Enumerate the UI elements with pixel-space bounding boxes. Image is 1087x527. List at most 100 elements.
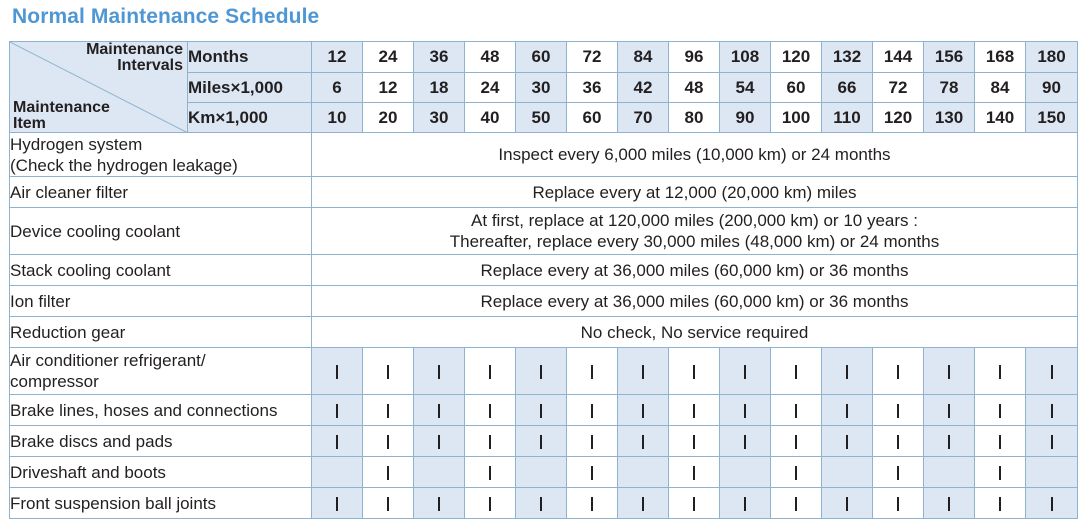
interval-unit-label: Miles×1,000 bbox=[187, 72, 312, 103]
table-row: Driveshaft and boots bbox=[9, 456, 1078, 488]
label-line: Hydrogen system bbox=[10, 134, 143, 154]
label-line: (Check the hydrogen leakage) bbox=[10, 155, 238, 175]
intervals-label-line: Intervals bbox=[117, 57, 183, 74]
inspect-mark bbox=[387, 465, 389, 480]
interval-value: 150 bbox=[1025, 102, 1078, 133]
table-row: Brake lines, hoses and connections bbox=[9, 394, 1078, 426]
label-line: Brake lines, hoses and connections bbox=[10, 400, 278, 420]
maintenance-instruction: Replace every at 12,000 (20,000 km) mile… bbox=[311, 176, 1078, 208]
inspect-mark bbox=[846, 496, 848, 511]
inspect-mark bbox=[948, 434, 950, 449]
diagonal-divider bbox=[10, 42, 187, 132]
inspect-mark bbox=[795, 434, 797, 449]
inspect-mark bbox=[897, 403, 899, 418]
inspect-mark-cell bbox=[974, 425, 1026, 457]
inspect-mark bbox=[591, 403, 593, 418]
interval-value: 120 bbox=[770, 41, 822, 73]
inspect-mark-cell bbox=[668, 456, 720, 488]
table-row: Hydrogen system (Check the hydrogen leaka… bbox=[9, 132, 1078, 177]
intervals-label: Maintenance Intervals bbox=[86, 41, 183, 75]
interval-value: 30 bbox=[413, 102, 465, 133]
inspect-mark bbox=[693, 403, 695, 418]
maintenance-instruction: No check, No service required bbox=[311, 316, 1078, 348]
inspect-mark-cell bbox=[872, 347, 924, 395]
maintenance-item-label: Driveshaft and boots bbox=[9, 456, 312, 488]
inspect-mark-cell bbox=[362, 425, 414, 457]
intervals-label-line: Maintenance bbox=[86, 41, 183, 58]
inspect-mark bbox=[999, 364, 1001, 379]
interval-unit-label: Km×1,000 bbox=[187, 102, 312, 133]
inspect-mark-cell bbox=[362, 456, 414, 488]
inspect-mark bbox=[336, 496, 338, 511]
inspect-mark bbox=[438, 434, 440, 449]
interval-value: 24 bbox=[362, 41, 414, 73]
empty-cell bbox=[413, 456, 465, 488]
instruction-line: Replace every at 36,000 miles (60,000 km… bbox=[480, 260, 909, 280]
inspect-mark-cell bbox=[719, 487, 771, 519]
inspect-mark-cell bbox=[566, 456, 618, 488]
interval-value: 48 bbox=[464, 41, 516, 73]
maintenance-item-label: Ion filter bbox=[9, 285, 312, 317]
inspect-mark bbox=[642, 434, 644, 449]
inspect-mark-cell bbox=[923, 347, 975, 395]
table-row: Stack cooling coolant Replace every at 36… bbox=[9, 254, 1078, 286]
inspect-mark-cell bbox=[515, 425, 567, 457]
interval-value: 90 bbox=[1025, 72, 1078, 103]
inspect-mark-cell bbox=[413, 425, 465, 457]
inspect-mark-cell bbox=[362, 394, 414, 426]
inspect-mark-cell bbox=[923, 394, 975, 426]
inspect-mark bbox=[336, 434, 338, 449]
inspect-mark bbox=[744, 364, 746, 379]
empty-cell bbox=[617, 456, 669, 488]
interval-value: 70 bbox=[617, 102, 669, 133]
inspect-mark bbox=[387, 496, 389, 511]
inspect-mark bbox=[795, 465, 797, 480]
inspect-mark-cell bbox=[872, 425, 924, 457]
interval-value: 168 bbox=[974, 41, 1026, 73]
inspect-mark bbox=[693, 465, 695, 480]
interval-value: 120 bbox=[872, 102, 924, 133]
interval-value: 78 bbox=[923, 72, 975, 103]
interval-value: 108 bbox=[719, 41, 771, 73]
inspect-mark bbox=[795, 496, 797, 511]
inspect-mark-cell bbox=[311, 347, 363, 395]
inspect-mark-cell bbox=[1025, 425, 1078, 457]
inspect-mark bbox=[642, 364, 644, 379]
label-line: Reduction gear bbox=[10, 322, 126, 342]
interval-value: 36 bbox=[413, 41, 465, 73]
inspect-mark bbox=[948, 364, 950, 379]
item-label-line: Maintenance bbox=[13, 99, 110, 116]
inspect-mark-cell bbox=[464, 425, 516, 457]
maintenance-item-label: Front suspension ball joints bbox=[9, 487, 312, 519]
inspect-mark bbox=[999, 434, 1001, 449]
header-diagonal-cell: Maintenance Intervals Maintenance Item bbox=[9, 41, 188, 133]
inspect-mark-cell bbox=[770, 425, 822, 457]
maintenance-item-label: Stack cooling coolant bbox=[9, 254, 312, 286]
inspect-mark bbox=[948, 496, 950, 511]
maintenance-item-label: Brake lines, hoses and connections bbox=[9, 394, 312, 426]
inspect-mark bbox=[846, 434, 848, 449]
inspect-mark bbox=[642, 403, 644, 418]
interval-value: 50 bbox=[515, 102, 567, 133]
inspect-mark bbox=[642, 496, 644, 511]
page-title: Normal Maintenance Schedule bbox=[12, 5, 320, 28]
interval-value: 48 bbox=[668, 72, 720, 103]
inspect-mark-cell bbox=[821, 425, 873, 457]
interval-value: 54 bbox=[719, 72, 771, 103]
inspect-mark bbox=[999, 496, 1001, 511]
header-row: Km×1,000 10 20 30 40 50 60 70 80 90 100 110 120 130 14… bbox=[10, 102, 1078, 133]
inspect-mark-cell bbox=[974, 456, 1026, 488]
inspect-mark bbox=[540, 364, 542, 379]
inspect-mark-cell bbox=[1025, 487, 1078, 519]
interval-value: 20 bbox=[362, 102, 414, 133]
inspect-mark-cell bbox=[1025, 347, 1078, 395]
inspect-mark-cell bbox=[770, 394, 822, 426]
inspect-mark bbox=[1050, 496, 1053, 511]
header-row: Maintenance Intervals Maintenance Item Month… bbox=[9, 41, 1078, 133]
inspect-mark-cell bbox=[515, 487, 567, 519]
inspect-mark-cell bbox=[872, 487, 924, 519]
instruction-line: Replace every at 12,000 (20,000 km) mile… bbox=[532, 182, 857, 202]
empty-cell bbox=[821, 456, 873, 488]
interval-value: 24 bbox=[464, 72, 516, 103]
inspect-mark bbox=[846, 403, 848, 418]
